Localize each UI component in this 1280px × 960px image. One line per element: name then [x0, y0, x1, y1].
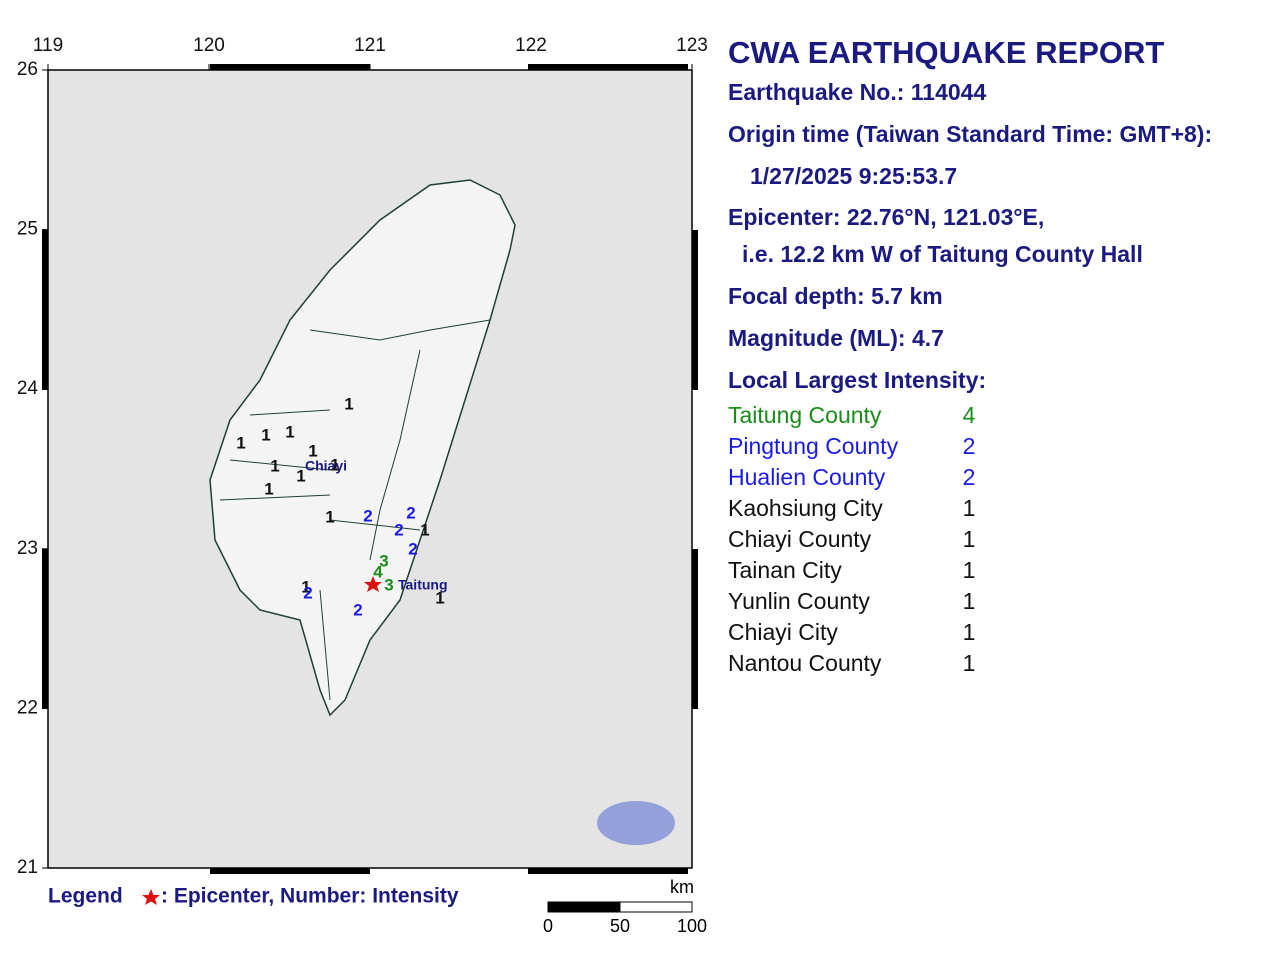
place-label: Taitung	[398, 577, 448, 593]
station-intensity: 1	[264, 479, 273, 498]
lon-tick-label: 123	[676, 35, 708, 56]
legend-title: Legend	[48, 885, 123, 908]
intensity-area: Chiayi County	[728, 526, 872, 552]
lon-tick-label: 120	[193, 35, 225, 56]
scale-unit: km	[670, 877, 694, 897]
place-label: Chiayi	[305, 458, 347, 474]
report-line: Local Largest Intensity:	[728, 367, 986, 393]
station-intensity: 2	[303, 583, 312, 602]
scale-label: 50	[610, 916, 630, 936]
frame-bar	[528, 64, 688, 70]
intensity-area: Hualien County	[728, 464, 886, 490]
station-intensity: 1	[420, 520, 429, 539]
scale-label: 100	[677, 916, 707, 936]
station-intensity: 2	[353, 600, 362, 619]
county-borders	[219, 319, 491, 701]
station-intensity: 4	[373, 562, 383, 581]
station-intensity: 2	[363, 506, 372, 525]
intensity-value: 1	[963, 619, 976, 645]
intensity-area: Chiayi City	[728, 619, 838, 645]
scale-bar	[547, 901, 621, 913]
intensity-area: Pingtung County	[728, 433, 899, 459]
frame-bar	[210, 868, 370, 874]
intensity-value: 1	[963, 557, 976, 583]
frame-bar	[692, 549, 698, 709]
station-intensity: 1	[261, 425, 270, 444]
intensity-value: 1	[963, 495, 976, 521]
lat-tick-label: 24	[17, 378, 39, 399]
lat-tick-label: 22	[17, 697, 38, 718]
frame-bar	[42, 549, 48, 709]
station-intensity: 1	[270, 456, 279, 475]
station-intensity: 3	[379, 551, 388, 570]
station-intensity: 3	[384, 575, 393, 594]
intensity-area: Kaohsiung City	[728, 495, 883, 521]
frame-bar	[692, 230, 698, 390]
taiwan-outline	[209, 179, 516, 717]
station-intensity: 1	[344, 394, 353, 413]
lon-tick-label: 121	[354, 35, 386, 56]
report-title: CWA EARTHQUAKE REPORT	[728, 35, 1164, 70]
station-intensity: 2	[408, 539, 417, 558]
report-line: Earthquake No.: 114044	[728, 79, 986, 105]
lon-tick-label: 122	[515, 35, 547, 56]
lat-tick-label: 25	[17, 219, 38, 240]
station-intensity: 1	[285, 422, 294, 441]
intensity-value: 1	[963, 526, 976, 552]
station-intensity: 2	[394, 520, 403, 539]
station-intensity: 1	[308, 441, 317, 460]
frame-bar	[42, 230, 48, 390]
report-line: 1/27/2025 9:25:53.7	[750, 163, 957, 189]
intensity-value: 1	[963, 650, 976, 676]
intensity-value: 4	[963, 402, 976, 428]
scale-label: 0	[543, 916, 553, 936]
frame-bar	[528, 868, 688, 874]
report-line: i.e. 12.2 km W of Taitung County Hall	[742, 241, 1143, 267]
cwa-logo	[597, 801, 675, 845]
lat-tick-label: 23	[17, 538, 38, 559]
lon-tick-label: 119	[33, 35, 63, 56]
station-intensity: 1	[236, 433, 245, 452]
intensity-area: Taitung County	[728, 402, 882, 428]
station-intensity: 1	[301, 577, 310, 596]
lat-tick-label: 21	[17, 857, 38, 878]
intensity-value: 2	[963, 464, 976, 490]
station-intensity: 1	[435, 588, 444, 607]
scale-bar	[619, 901, 693, 913]
report-line: Epicenter: 22.76°N, 121.03°E,	[728, 204, 1044, 230]
report-line: Focal depth: 5.7 km	[728, 283, 943, 309]
intensity-area: Nantou County	[728, 650, 882, 676]
station-intensity: 1	[296, 466, 305, 485]
station-intensity: 1	[325, 507, 334, 526]
intensity-area: Yunlin County	[728, 588, 870, 614]
legend-text: : Epicenter, Number: Intensity	[161, 885, 459, 908]
station-intensity: 2	[406, 503, 415, 522]
legend-star	[142, 889, 160, 905]
lat-tick-label: 26	[17, 59, 38, 80]
frame-bar	[210, 64, 370, 70]
report-line: Magnitude (ML): 4.7	[728, 325, 944, 351]
intensity-value: 2	[963, 433, 976, 459]
intensity-value: 1	[963, 588, 976, 614]
station-intensity: 1	[330, 455, 339, 474]
intensity-area: Tainan City	[728, 557, 842, 583]
epicenter-star	[364, 576, 382, 592]
report-line: Origin time (Taiwan Standard Time: GMT+8…	[728, 121, 1212, 147]
